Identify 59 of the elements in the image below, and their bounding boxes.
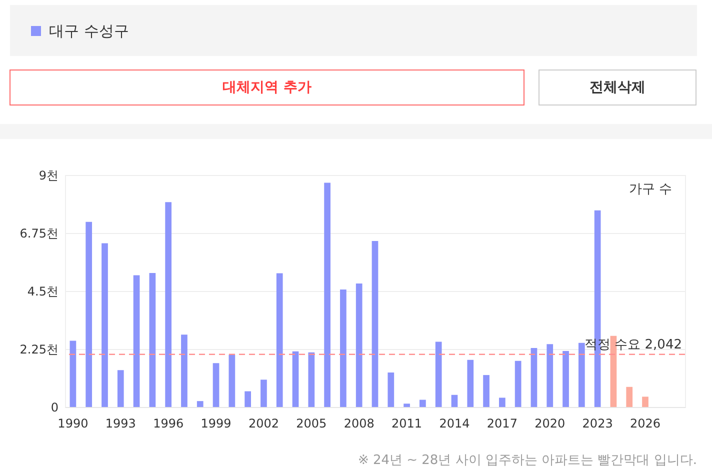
text: 전체삭제 — [590, 80, 646, 96]
bar — [404, 404, 410, 407]
bar — [308, 352, 315, 407]
legend-label: 대구 수성구 — [49, 22, 129, 40]
bar — [499, 398, 506, 407]
bar — [514, 360, 522, 407]
x-tick-label: 2011 — [392, 416, 422, 430]
bar — [642, 396, 648, 407]
bar — [420, 400, 426, 407]
bar — [467, 360, 474, 407]
bar — [70, 340, 76, 407]
bar — [181, 334, 188, 407]
bar — [562, 351, 569, 407]
bar — [149, 272, 156, 407]
bar — [228, 354, 236, 407]
bar — [260, 380, 267, 407]
x-tick-label: 2023 — [582, 416, 613, 430]
x-tick-label: 2026 — [630, 416, 661, 430]
bar — [340, 289, 346, 407]
y-tick-label: 0 — [50, 400, 58, 414]
bar — [292, 351, 299, 407]
text: ※ 24년 ~ 28년 사이 입주하는 아파트는 빨간막대 입니다. — [358, 453, 697, 468]
bar — [356, 284, 362, 407]
y-tick-label: 4.5천 — [27, 284, 58, 298]
bar — [483, 375, 490, 407]
y-tick-label: 6.75천 — [20, 226, 58, 240]
x-tick-label: 1993 — [105, 416, 136, 430]
bar — [388, 372, 394, 407]
x-tick-label: 2008 — [344, 416, 374, 430]
x-tick-label: 1999 — [200, 416, 232, 430]
bar — [102, 243, 108, 407]
bar — [86, 222, 92, 407]
bar — [133, 275, 140, 407]
bar — [117, 370, 124, 407]
bar — [546, 344, 554, 407]
x-tick-label: 2002 — [248, 416, 279, 430]
x-tick-label: 1996 — [153, 416, 184, 430]
bar — [435, 342, 442, 407]
x-tick-label: 2017 — [486, 416, 518, 430]
bar — [372, 240, 378, 407]
bar — [530, 348, 538, 407]
bar — [578, 342, 585, 407]
x-tick-label: 2014 — [439, 416, 470, 430]
x-tick-label: 2005 — [296, 416, 327, 430]
bar — [196, 401, 204, 407]
bar — [626, 386, 633, 407]
text: 대체지역 추가 — [222, 80, 312, 96]
y-axis-title: 가구 수 — [628, 182, 672, 197]
bar — [165, 202, 172, 407]
bar — [610, 336, 617, 407]
y-tick-label: 9천 — [38, 168, 58, 182]
bar — [276, 273, 283, 407]
y-tick-label: 2.25천 — [20, 342, 58, 356]
bar — [244, 391, 251, 407]
bar — [324, 182, 330, 407]
x-tick-label: 1990 — [58, 416, 88, 430]
bar — [451, 394, 458, 407]
x-tick-label: 2020 — [534, 416, 566, 430]
bar — [212, 363, 220, 407]
